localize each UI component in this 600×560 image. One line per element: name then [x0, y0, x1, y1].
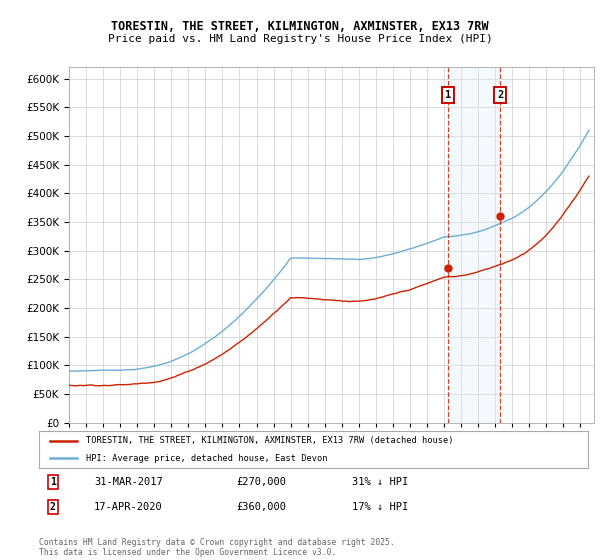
Text: TORESTIN, THE STREET, KILMINGTON, AXMINSTER, EX13 7RW (detached house): TORESTIN, THE STREET, KILMINGTON, AXMINS…	[86, 436, 453, 445]
Text: 31% ↓ HPI: 31% ↓ HPI	[352, 477, 408, 487]
Text: 1: 1	[50, 477, 56, 487]
Text: Contains HM Land Registry data © Crown copyright and database right 2025.
This d: Contains HM Land Registry data © Crown c…	[39, 538, 395, 557]
Text: 17% ↓ HPI: 17% ↓ HPI	[352, 502, 408, 512]
Text: TORESTIN, THE STREET, KILMINGTON, AXMINSTER, EX13 7RW: TORESTIN, THE STREET, KILMINGTON, AXMINS…	[111, 20, 489, 34]
Text: 2: 2	[497, 90, 503, 100]
Text: 31-MAR-2017: 31-MAR-2017	[94, 477, 163, 487]
Text: £360,000: £360,000	[236, 502, 287, 512]
Text: Price paid vs. HM Land Registry's House Price Index (HPI): Price paid vs. HM Land Registry's House …	[107, 34, 493, 44]
Text: 2: 2	[50, 502, 56, 512]
Bar	[448, 67, 500, 423]
Text: 1: 1	[445, 90, 451, 100]
Text: £270,000: £270,000	[236, 477, 287, 487]
Text: 17-APR-2020: 17-APR-2020	[94, 502, 163, 512]
Text: HPI: Average price, detached house, East Devon: HPI: Average price, detached house, East…	[86, 454, 327, 463]
